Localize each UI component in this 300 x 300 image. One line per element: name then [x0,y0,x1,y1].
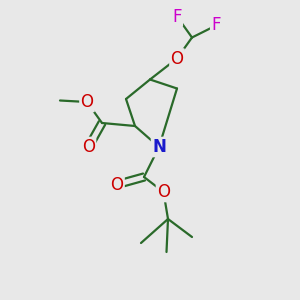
Text: O: O [80,93,94,111]
Text: O: O [157,183,170,201]
Text: O: O [170,50,184,68]
Text: F: F [172,8,182,26]
Text: F: F [211,16,221,34]
Text: O: O [82,138,95,156]
Text: N: N [152,138,166,156]
Text: O: O [110,176,124,194]
